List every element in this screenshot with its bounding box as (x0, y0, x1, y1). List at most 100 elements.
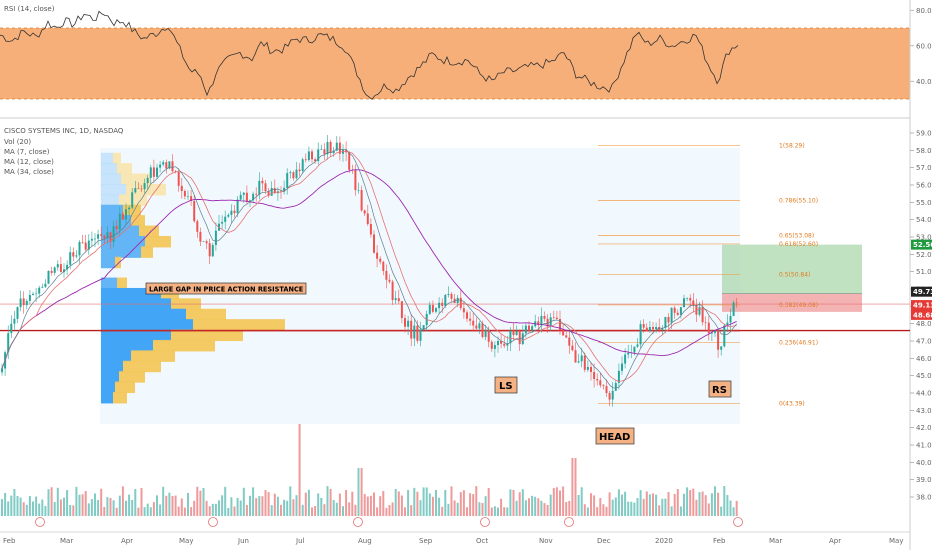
fib-label: 0.618(52.60) (779, 241, 818, 248)
volume-bar (642, 498, 645, 516)
candle-body (326, 141, 329, 155)
volume-bar (543, 503, 546, 516)
volume-bar (444, 489, 447, 516)
candle-body (13, 318, 16, 324)
profile-sell-bar (117, 163, 132, 175)
volume-bar (735, 500, 738, 516)
fib-label: 0.382(49.08) (779, 302, 818, 309)
candle-body (552, 317, 555, 318)
ma-7-line (1, 148, 737, 389)
volume-bar (128, 494, 131, 516)
volume-bar (419, 500, 422, 516)
svg-text:LS: LS (499, 381, 513, 392)
volume-bar (397, 491, 400, 516)
volume-bar (645, 491, 648, 516)
candle-body (187, 196, 189, 197)
profile-sell-bar (115, 381, 135, 394)
profile-buy-bar (101, 371, 119, 383)
candle-body (94, 238, 96, 240)
volume-bar (134, 488, 137, 516)
candle-body (69, 252, 72, 265)
candle-body (407, 320, 410, 327)
candle-body (214, 230, 217, 246)
price-tag-text: 49.13 (913, 302, 932, 310)
target-zone (722, 244, 862, 294)
candle-body (717, 330, 720, 350)
profile-sell-bar (123, 204, 141, 217)
rsi-axis: 80.00 60.00 40.00 (910, 7, 932, 86)
candle-body (348, 152, 351, 170)
candle-body (295, 169, 298, 179)
volume-bar (264, 490, 267, 516)
candle-body (208, 243, 211, 257)
candle-body (515, 331, 518, 336)
volume-bar (435, 489, 437, 516)
volume-bar (10, 495, 13, 516)
candle-body (97, 234, 100, 239)
volume-bar (391, 502, 394, 516)
candle-body (605, 386, 608, 394)
candle-body (171, 161, 174, 172)
volume-bar (487, 488, 490, 516)
price-tick-label: 45.00 (916, 372, 932, 380)
volume-bar (506, 507, 509, 516)
candle-body (562, 330, 565, 336)
volume-bar (580, 487, 583, 516)
candle-body (264, 183, 267, 192)
candle-body (472, 320, 475, 326)
candle-body (704, 322, 707, 323)
candle-body (7, 333, 10, 353)
candle-body (512, 330, 515, 336)
volume-bar (72, 505, 75, 516)
candle-body (10, 323, 13, 334)
volume-bar (462, 490, 465, 516)
time-tick-label: 2020 (655, 537, 673, 545)
volume-bar (357, 468, 360, 516)
candle-body (726, 322, 729, 326)
volume-bar (568, 500, 571, 516)
candle-body (416, 325, 419, 341)
volume-bar (667, 491, 670, 516)
candle-body (283, 187, 286, 192)
candle-body (146, 177, 149, 184)
price-tick-label: 55.00 (916, 199, 932, 207)
candle-body (444, 294, 447, 306)
candle-body (546, 318, 549, 327)
candle-body (531, 326, 534, 331)
candle-body (193, 200, 196, 222)
candle-body (500, 340, 503, 344)
candle-body (695, 305, 698, 315)
volume-bar (552, 488, 555, 516)
candle-body (577, 361, 580, 363)
time-tick-label: Dec (597, 537, 611, 545)
volume-bar (190, 507, 193, 516)
volume-bar (174, 495, 177, 516)
candle-body (72, 252, 75, 257)
rsi-panel: RSI (14, close) 80.00 60.00 40.00 (0, 5, 932, 100)
candle-body (28, 294, 31, 301)
candle-body (701, 306, 704, 323)
volume-bar (311, 507, 313, 516)
candle-body (735, 302, 738, 304)
time-tick-label: Mar (769, 537, 782, 545)
candle-body (25, 300, 28, 306)
rsi-tick-label: 40.00 (916, 78, 932, 86)
volume-bar (131, 499, 134, 516)
candle-body (617, 370, 620, 383)
candle-body (431, 304, 434, 312)
candle-body (242, 192, 245, 195)
price-tick-label: 59.00 (916, 130, 932, 138)
candle-body (38, 287, 41, 294)
volume-bar (394, 488, 397, 516)
volume-bar (314, 506, 317, 516)
volume-bar (140, 488, 143, 516)
candle-body (435, 308, 437, 312)
time-tick-label: Mar (60, 537, 73, 545)
candle-body (286, 173, 289, 188)
volume-bar (475, 486, 478, 516)
candle-body (689, 298, 692, 301)
candle-body (627, 352, 630, 355)
volume-bar (521, 489, 524, 516)
volume-bar (710, 493, 713, 516)
volume-bar (342, 506, 344, 516)
